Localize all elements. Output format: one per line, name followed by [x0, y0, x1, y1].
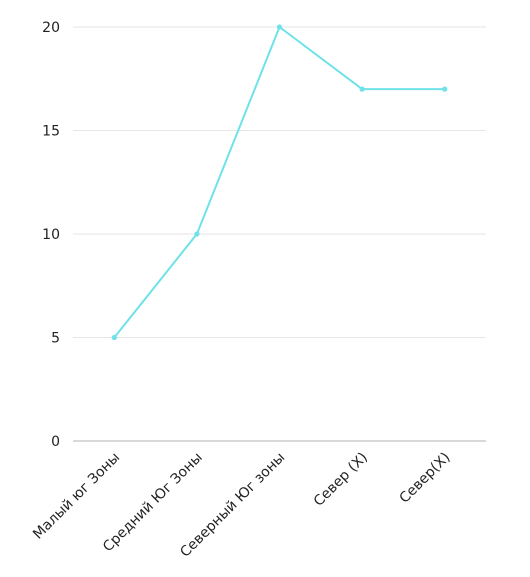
grid-lines: [73, 26, 486, 338]
y-tick-label: 0: [51, 434, 60, 450]
y-tick-label: 10: [42, 227, 60, 243]
data-point: [442, 86, 448, 92]
data-point: [276, 24, 283, 30]
data-point: [359, 86, 365, 92]
x-tick-label: Север (X): [311, 450, 371, 510]
y-tick-label: 15: [42, 124, 60, 140]
data-point: [194, 231, 200, 237]
y-tick-label: 20: [42, 20, 60, 36]
series: [111, 24, 448, 341]
x-tick-label: Север(X): [396, 450, 453, 507]
x-tick-label: Малый юг Зоны: [30, 450, 123, 543]
data-point: [111, 334, 117, 341]
y-tick-label: 5: [51, 331, 60, 347]
series-line: [113, 26, 445, 339]
